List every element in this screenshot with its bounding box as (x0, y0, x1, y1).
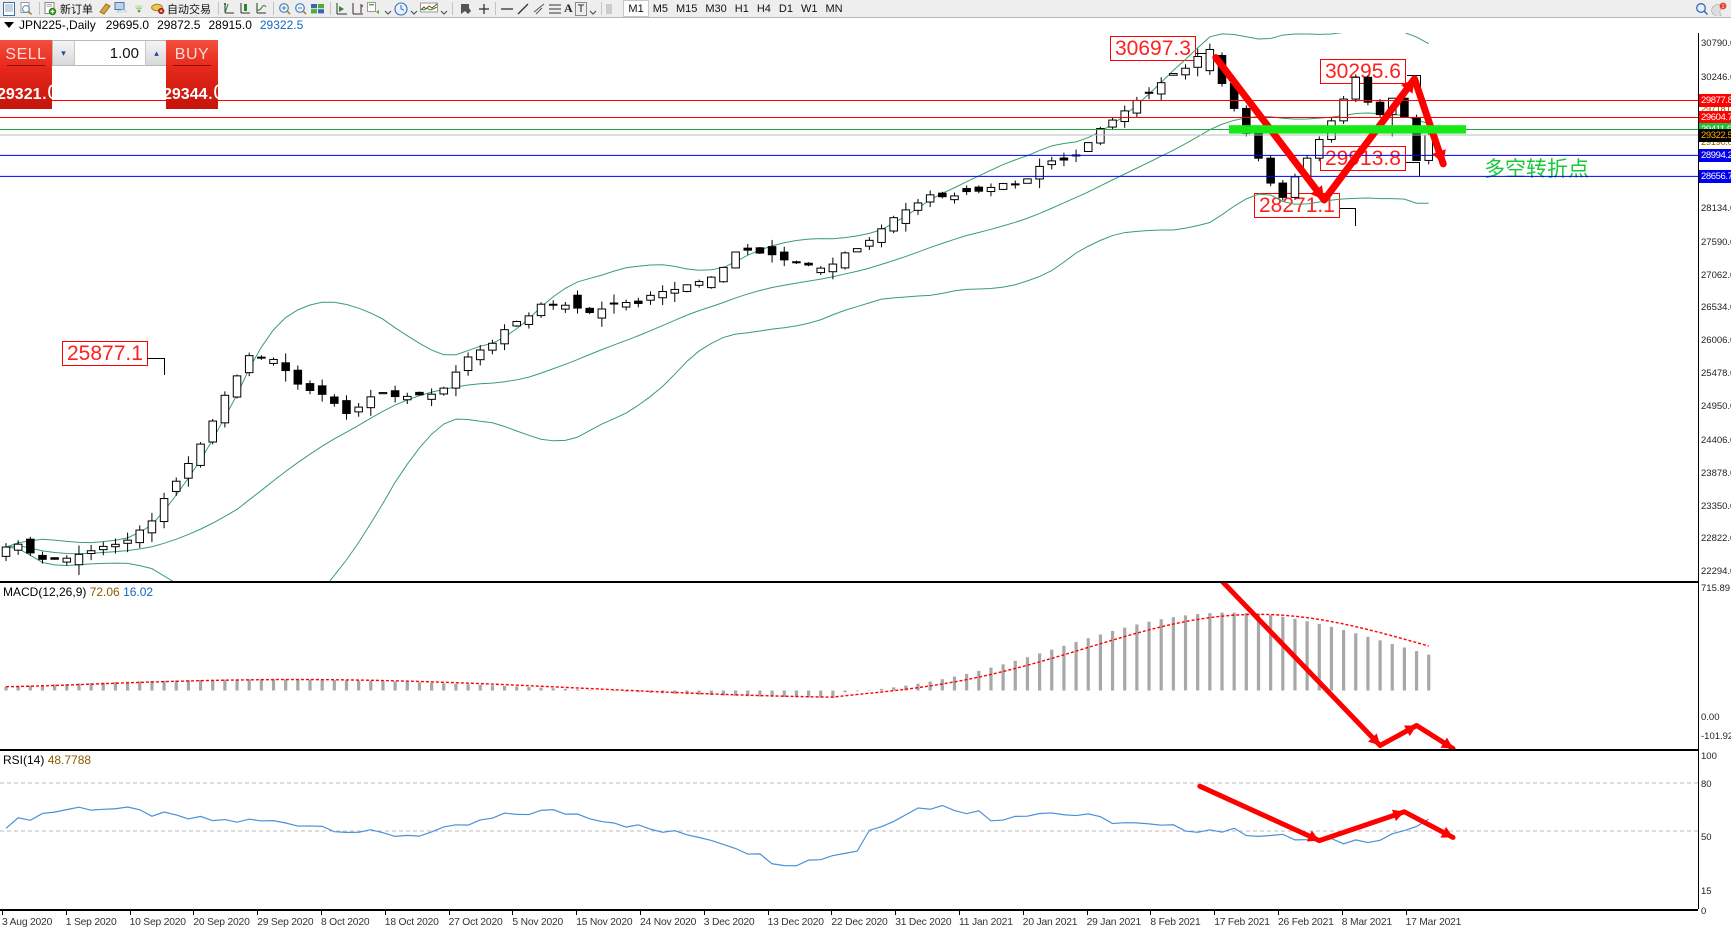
svg-text:1: 1 (1722, 4, 1725, 10)
